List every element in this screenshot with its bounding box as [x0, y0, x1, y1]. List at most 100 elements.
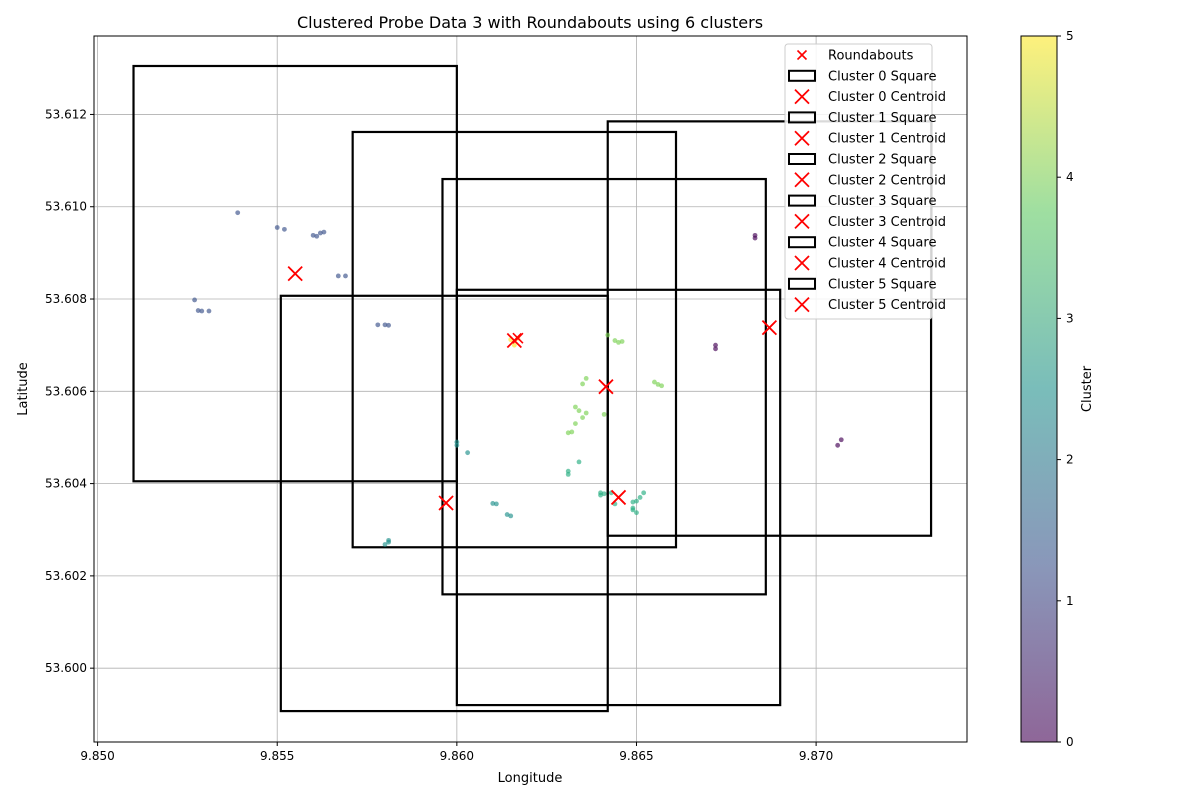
legend-centroid-swatch: [794, 88, 810, 105]
probe-point: [652, 379, 657, 385]
probe-point: [343, 273, 348, 279]
cluster-square: [455, 288, 782, 707]
legend-centroid-swatch: [794, 255, 810, 271]
legend: Roundabouts Cluster 0 Square Cluster 0 Cen…: [784, 43, 946, 320]
colorbar: 0 1 2 3 4 5: [1020, 29, 1074, 749]
probe-point: [569, 429, 575, 435]
legend-centroid-swatch: [794, 172, 810, 188]
probe-point: [713, 346, 718, 352]
colorbar-tick-label: 4: [1066, 170, 1074, 184]
probe-point: [490, 501, 496, 506]
legend-label: Cluster 2 Centroid: [828, 173, 946, 188]
probe-point: [583, 410, 589, 416]
probe-point: [274, 225, 280, 230]
probe-point: [386, 539, 391, 545]
y-tick-label: 53.608: [45, 292, 87, 306]
legend-label: Cluster 0 Centroid: [828, 90, 946, 105]
legend-centroid-swatch: [794, 213, 810, 230]
legend-label: Cluster 2 Square: [828, 153, 936, 168]
x-tick-label: 9.870: [799, 749, 833, 763]
probe-point: [465, 450, 471, 456]
probe-point: [752, 235, 758, 241]
probe-point: [335, 273, 341, 279]
x-tick-label: 9.855: [260, 749, 294, 763]
y-tick-label: 53.604: [45, 477, 87, 491]
centroid-marker: [438, 495, 454, 511]
centroid-marker: [610, 489, 627, 506]
probe-point: [619, 339, 625, 344]
legend-centroid-swatch: [794, 296, 810, 313]
probe-point: [580, 415, 585, 421]
probe-point: [580, 381, 585, 387]
colorbar-tick-label: 0: [1066, 735, 1074, 749]
colorbar-tick-label: 5: [1066, 29, 1074, 43]
centroid-marker: [598, 379, 614, 395]
colorbar-tick-label: 1: [1066, 594, 1074, 608]
legend-centroid-swatch: [794, 130, 810, 146]
probe-point: [583, 375, 589, 381]
legend-label: Cluster 1 Centroid: [828, 132, 946, 147]
y-axis-ticks: 53.600 53.602 53.604 53.606 53.608 53.610 53.6…: [45, 107, 94, 675]
probe-point: [605, 332, 611, 338]
probe-point: [192, 297, 197, 303]
legend-label: Cluster 4 Centroid: [828, 257, 946, 272]
cluster-square: [351, 130, 678, 549]
probe-point: [659, 383, 665, 389]
legend-label: Cluster 4 Square: [828, 236, 936, 251]
probe-point: [317, 230, 323, 236]
colorbar-label: Cluster: [1080, 365, 1095, 412]
probe-point: [565, 471, 571, 477]
legend-label: Cluster 5 Centroid: [828, 298, 946, 313]
probe-point: [493, 501, 499, 507]
centroid-marker: [761, 319, 778, 336]
cluster-square: [441, 177, 767, 596]
x-axis-label: Longitude: [498, 771, 563, 786]
legend-square-swatch: [788, 236, 816, 249]
probe-point: [601, 491, 607, 497]
probe-point: [235, 210, 241, 216]
legend-label: Roundabouts: [828, 49, 914, 64]
probe-point: [386, 322, 391, 328]
probe-point: [511, 342, 517, 348]
probe-point: [634, 498, 639, 504]
legend-square-swatch: [788, 111, 816, 124]
plot-frame: [93, 35, 968, 743]
centroid-marker: [506, 332, 522, 349]
probe-point: [573, 404, 578, 410]
x-tick-label: 9.860: [440, 749, 474, 763]
legend-label: Cluster 0 Square: [828, 69, 936, 84]
colorbar-bar: [1020, 35, 1058, 743]
probe-point: [641, 490, 647, 496]
probe-point: [310, 232, 316, 238]
probe-point: [565, 430, 571, 436]
legend-label: Cluster 3 Square: [828, 194, 936, 209]
y-tick-label: 53.606: [45, 384, 87, 398]
probe-point: [382, 542, 388, 547]
probe-point: [630, 507, 636, 513]
y-tick-label: 53.600: [45, 661, 87, 675]
probe-point: [637, 495, 643, 500]
y-tick-label: 53.602: [45, 569, 87, 583]
legend-square-swatch: [788, 194, 816, 207]
x-markers: [287, 266, 778, 511]
y-tick-label: 53.610: [45, 200, 87, 214]
y-axis-label: Latitude: [16, 362, 31, 416]
legend-box: [784, 43, 933, 320]
probe-points: [192, 210, 844, 547]
chart-title: Clustered Probe Data 3 with Roundabouts …: [297, 13, 763, 32]
cluster-square: [132, 64, 458, 483]
legend-square-swatch: [788, 277, 816, 290]
probe-point: [321, 229, 327, 235]
cluster-square: [279, 294, 609, 713]
x-axis-ticks: 9.850 9.855 9.860 9.865 9.870: [80, 742, 833, 763]
probe-point: [634, 510, 639, 516]
legend-roundabout-swatch: [796, 49, 808, 61]
legend-label: Cluster 5 Square: [828, 277, 936, 292]
probe-point: [382, 322, 388, 328]
x-tick-label: 9.850: [80, 749, 114, 763]
probe-point: [612, 338, 618, 343]
probe-point: [199, 308, 205, 314]
probe-point: [454, 442, 460, 448]
colorbar-tick-label: 2: [1066, 453, 1074, 467]
